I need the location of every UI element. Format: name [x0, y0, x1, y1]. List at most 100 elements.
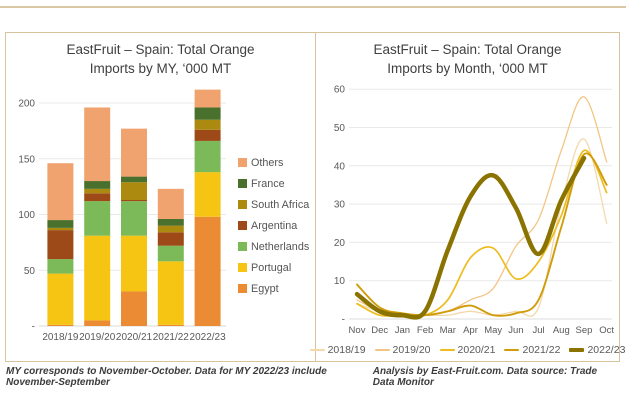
line-legend-label: 2022/23: [587, 343, 626, 356]
bar-x-tick-label: 2021/22: [153, 332, 190, 343]
line-legend-label: 2020/21: [457, 343, 496, 356]
bar-segment-france-2018-19: [47, 219, 74, 228]
bar-segment-others-2022-23: [194, 89, 221, 108]
bar-legend-item-others: Others: [238, 157, 309, 169]
bar-legend-item-france: France: [238, 178, 309, 190]
line-legend-swatch-icon: [439, 348, 455, 351]
footnotes: MY corresponds to November-October. Data…: [6, 366, 620, 388]
top-divider-line: [0, 6, 626, 8]
legend-label: France: [251, 177, 285, 190]
line-chart-panel: EastFruit – Spain: Total Orange Imports …: [309, 32, 625, 362]
legend-swatch-icon: [238, 221, 247, 231]
line-legend-label: 2019/20: [392, 343, 431, 356]
bar-chart-title-line1: EastFruit – Spain: Total Orange: [66, 42, 255, 57]
bar-segment-south-africa-2020-21: [121, 181, 147, 200]
bar-segment-netherlands-2021-22: [157, 245, 184, 262]
line-series-2022-23: [354, 155, 587, 320]
line-series-2019-20: [356, 96, 608, 317]
line-x-tick-label: Jul: [533, 325, 545, 336]
line-legend-swatch-icon: [504, 348, 520, 351]
bar-y-tick-label: 100: [18, 210, 35, 221]
bar-segment-portugal-2021-22: [157, 261, 184, 325]
line-x-tick-label: Jun: [508, 325, 523, 336]
bar-legend-item-egypt: Egypt: [238, 283, 309, 295]
bar-y-tick-label: 200: [18, 98, 35, 109]
bar-segment-france-2022-23: [194, 107, 221, 120]
bar-segment-netherlands-2018-19: [47, 258, 74, 274]
line-x-tick-label: May: [484, 325, 502, 336]
line-chart-title-line1: EastFruit – Spain: Total Orange: [373, 42, 562, 57]
bar-legend-item-south-africa: South Africa: [238, 199, 309, 211]
line-x-tick-label: Aug: [553, 325, 570, 336]
bar-segment-france-2021-22: [157, 218, 184, 226]
bar-legend-item-portugal: Portugal: [238, 262, 309, 274]
line-x-tick-label: Jan: [395, 325, 410, 336]
bar-segment-others-2020-21: [121, 128, 147, 177]
line-x-tick-label: Apr: [463, 325, 478, 336]
bar-segment-others-2019-20: [84, 107, 111, 181]
footnote-methodology: MY corresponds to November-October. Data…: [6, 366, 327, 388]
chart-panels: EastFruit – Spain: Total Orange Imports …: [5, 32, 625, 362]
bar-segment-france-2019-20: [84, 180, 111, 189]
bar-chart-panel: EastFruit – Spain: Total Orange Imports …: [5, 32, 316, 362]
legend-label: South Africa: [251, 198, 310, 211]
line-legend-item-2022-23: 2022/23: [569, 344, 625, 356]
line-x-tick-label: Nov: [349, 325, 366, 336]
line-chart-title-line2: Imports by Month, ‘000 MT: [387, 60, 548, 76]
line-legend-swatch-icon: [374, 349, 390, 351]
bar-y-tick-label: 50: [24, 266, 36, 277]
bar-segment-netherlands-2020-21: [121, 200, 147, 236]
legend-swatch-icon: [238, 158, 247, 168]
bar-y-tick-label: 150: [18, 154, 35, 165]
legend-label: Portugal: [251, 261, 292, 274]
bar-x-tick-label: 2022/23: [190, 332, 227, 343]
bar-chart-title: EastFruit – Spain: Total Orange Imports …: [10, 41, 311, 79]
line-legend-label: 2018/19: [327, 343, 366, 356]
line-y-tick-label: 30: [334, 199, 346, 210]
bar-segment-egypt-2019-20: [84, 320, 111, 326]
bar-segment-argentina-2021-22: [157, 232, 184, 246]
bar-chart-title-line2: Imports by MY, ‘000 MT: [89, 60, 232, 76]
bar-segment-portugal-2018-19: [47, 273, 74, 325]
bar-segment-egypt-2020-21: [121, 291, 147, 326]
bar-segment-south-africa-2018-19: [47, 227, 74, 230]
bar-segment-argentina-2020-21: [121, 199, 147, 201]
bar-segment-egypt-2022-23: [194, 216, 221, 326]
bar-segment-others-2021-22: [157, 188, 184, 219]
bar-segment-egypt-2018-19: [47, 324, 74, 326]
line-chart-legend: 2018/19 2019/20 2020/21 2021/22 2022/23: [309, 343, 625, 356]
bar-x-tick-label: 2019/20: [79, 332, 116, 343]
bar-segment-france-2020-21: [121, 176, 147, 182]
line-x-tick-label: Oct: [599, 325, 614, 336]
legend-swatch-icon: [238, 179, 247, 189]
bar-segment-portugal-2022-23: [194, 171, 221, 217]
line-x-tick-label: Dec: [371, 325, 388, 336]
bar-legend-item-netherlands: Netherlands: [238, 241, 309, 253]
bar-segment-portugal-2020-21: [121, 235, 147, 292]
stacked-bar-chart: - 50 100 150 200 2018/19 2019/20 2020/21 2021/22…: [18, 89, 227, 343]
bar-chart-legend: Others France South Africa Argentina Netherl…: [238, 157, 309, 351]
bar-segment-south-africa-2022-23: [194, 119, 221, 130]
legend-label: Others: [251, 156, 284, 169]
line-legend-label: 2021/22: [522, 343, 561, 356]
bar-segment-netherlands-2019-20: [84, 200, 111, 236]
legend-label: Netherlands: [251, 240, 310, 253]
legend-swatch-icon: [238, 263, 247, 273]
line-x-tick-label: Sep: [576, 325, 593, 336]
bar-y-tick-label: -: [32, 321, 35, 332]
line-legend-swatch-icon: [569, 347, 585, 353]
legend-label: Egypt: [251, 282, 279, 295]
bar-segment-argentina-2022-23: [194, 129, 221, 141]
bar-legend-item-argentina: Argentina: [238, 220, 309, 232]
line-y-tick-label: 60: [334, 84, 346, 95]
legend-swatch-icon: [238, 284, 247, 294]
bar-segment-argentina-2018-19: [47, 229, 74, 259]
line-y-tick-label: 50: [334, 123, 346, 134]
footnote-source: Analysis by East-Fruit.com. Data source:…: [372, 366, 598, 388]
legend-label: Argentina: [251, 219, 298, 232]
line-legend-item-2021-22: 2021/22: [504, 344, 560, 356]
bar-segment-argentina-2019-20: [84, 193, 111, 201]
line-chart-title: EastFruit – Spain: Total Orange Imports …: [320, 41, 615, 79]
bar-segment-portugal-2019-20: [84, 235, 111, 321]
bar-segment-egypt-2021-22: [157, 324, 184, 326]
